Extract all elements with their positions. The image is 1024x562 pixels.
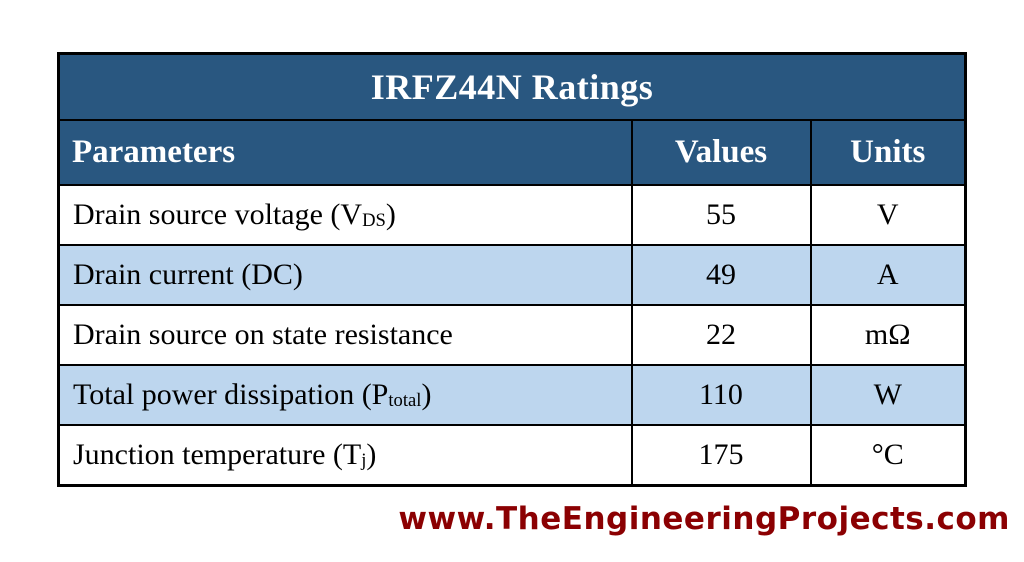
table-row-junction-temperature: Junction temperature (Tj) 175 °C bbox=[57, 424, 967, 487]
table-row-drain-current: Drain current (DC) 49 A bbox=[57, 244, 967, 306]
parameter-subscript: DS bbox=[362, 210, 386, 232]
parameter-cell: Drain source voltage (VDS) bbox=[57, 184, 633, 246]
table-header-row: Parameters Values Units bbox=[57, 119, 967, 186]
table-row-on-state-resistance: Drain source on state resistance 22 mΩ bbox=[57, 304, 967, 366]
parameter-text: Drain source on state resistance bbox=[73, 318, 453, 351]
column-header-units: Units bbox=[809, 119, 967, 186]
unit-cell: °C bbox=[809, 424, 967, 487]
parameter-text: Total power dissipation (P bbox=[73, 378, 389, 411]
parameter-subscript: j bbox=[361, 450, 367, 472]
parameter-text: Drain current (DC) bbox=[73, 258, 303, 291]
value-cell: 55 bbox=[630, 184, 812, 246]
value-cell: 110 bbox=[630, 364, 812, 426]
ratings-table: IRFZ44N Ratings Parameters Values Units … bbox=[57, 52, 967, 487]
value-cell: 175 bbox=[630, 424, 812, 487]
table-title: IRFZ44N Ratings bbox=[57, 52, 967, 121]
parameter-text: Junction temperature (T bbox=[73, 438, 362, 471]
parameter-text-close: ) bbox=[385, 198, 396, 231]
unit-cell: mΩ bbox=[809, 304, 967, 366]
column-header-parameters: Parameters bbox=[57, 119, 633, 186]
value-cell: 49 bbox=[630, 244, 812, 306]
table-row-power-dissipation: Total power dissipation (Ptotal) 110 W bbox=[57, 364, 967, 426]
parameter-cell: Total power dissipation (Ptotal) bbox=[57, 364, 633, 426]
table-row-drain-source-voltage: Drain source voltage (VDS) 55 V bbox=[57, 184, 967, 246]
value-cell: 22 bbox=[630, 304, 812, 366]
parameter-cell: Drain current (DC) bbox=[57, 244, 633, 306]
column-header-values: Values bbox=[630, 119, 812, 186]
parameter-text-close: ) bbox=[366, 438, 377, 471]
unit-cell: A bbox=[809, 244, 967, 306]
table-title-row: IRFZ44N Ratings bbox=[57, 52, 967, 121]
parameter-subscript: total bbox=[388, 390, 422, 412]
parameter-cell: Drain source on state resistance bbox=[57, 304, 633, 366]
unit-cell: W bbox=[809, 364, 967, 426]
website-watermark: www.TheEngineeringProjects.com bbox=[398, 501, 1010, 537]
parameter-text-close: ) bbox=[421, 378, 432, 411]
parameter-cell: Junction temperature (Tj) bbox=[57, 424, 633, 487]
parameter-text: Drain source voltage (V bbox=[73, 198, 363, 231]
unit-cell: V bbox=[809, 184, 967, 246]
